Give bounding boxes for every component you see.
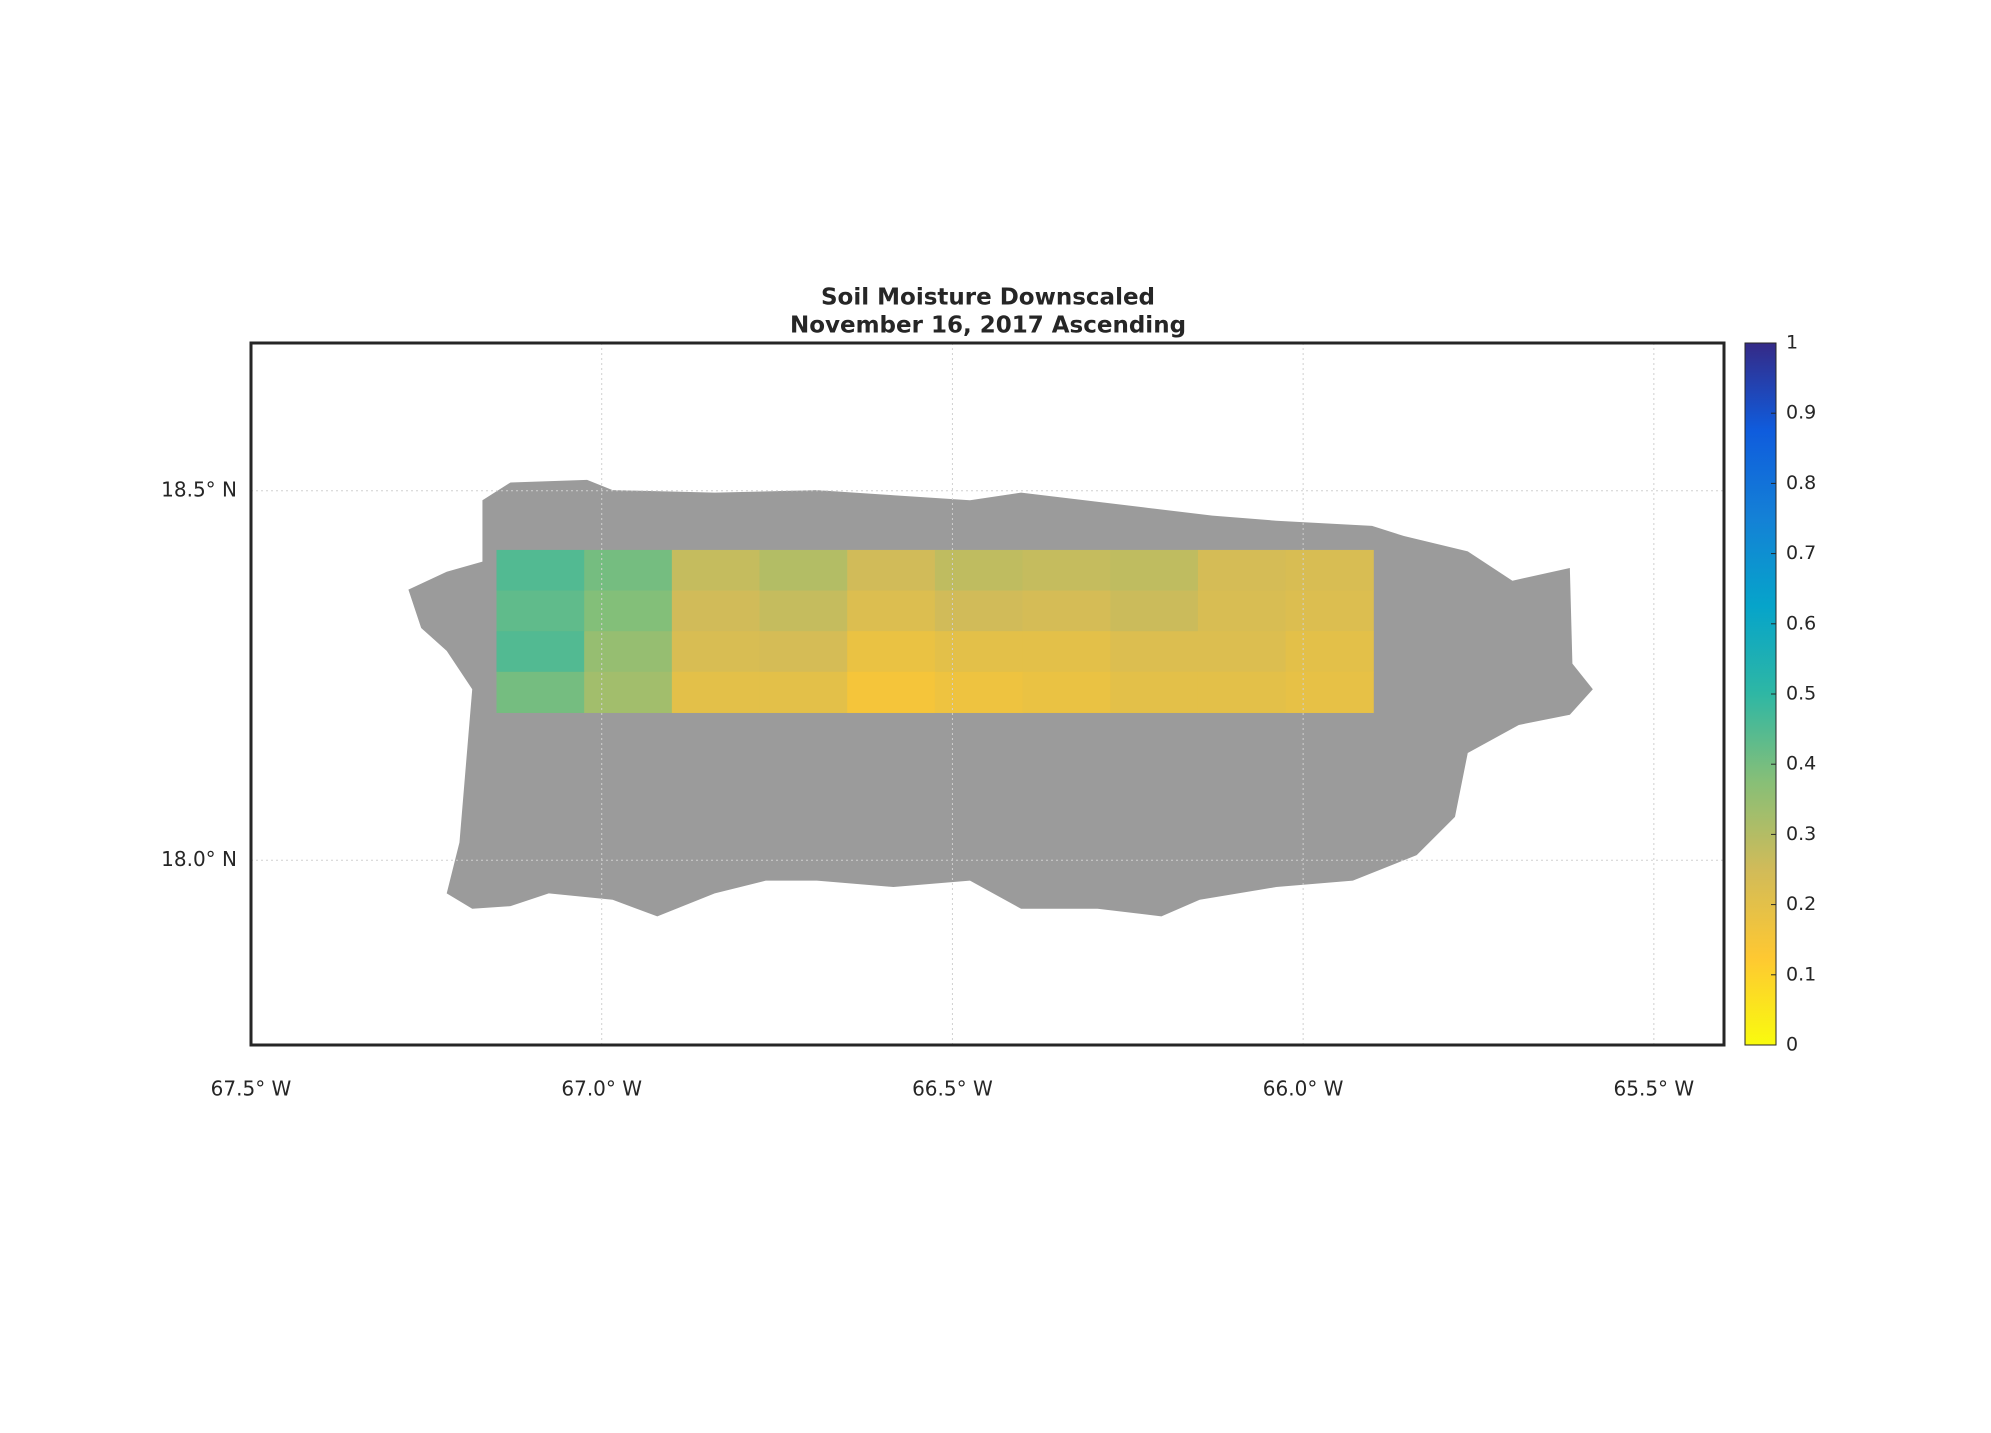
y-tick-label: 18.0° N (161, 847, 237, 871)
x-tick-label: 66.5° W (912, 1077, 993, 1101)
moisture-cell (496, 549, 585, 592)
moisture-cell (1110, 671, 1199, 713)
x-tick-label: 65.5° W (1614, 1077, 1695, 1101)
moisture-cell (584, 631, 673, 673)
colorbar-tick-label: 0.4 (1786, 753, 1816, 775)
colorbar (1744, 342, 1777, 1046)
colorbar-tick-label: 0.8 (1786, 472, 1816, 494)
moisture-cell (584, 671, 673, 713)
colorbar-tick-label: 0 (1786, 1034, 1798, 1056)
x-tick-label: 67.0° W (561, 1077, 642, 1101)
colorbar-tick-label: 0.3 (1786, 823, 1816, 845)
title-line: Soil Moisture Downscaled (821, 285, 1155, 311)
colorbar-tick-label: 1 (1786, 332, 1798, 354)
moisture-cell (1285, 631, 1374, 673)
moisture-cell (1197, 631, 1287, 673)
moisture-cell (1285, 671, 1374, 713)
moisture-cell (1197, 590, 1287, 632)
moisture-cell (847, 631, 936, 673)
moisture-cell (1285, 590, 1374, 632)
moisture-cell (496, 631, 585, 673)
moisture-cell (1285, 549, 1374, 592)
moisture-cell (847, 671, 936, 713)
moisture-cell (671, 631, 761, 673)
title-line: November 16, 2017 Ascending (790, 313, 1186, 339)
moisture-cell (934, 590, 1024, 632)
moisture-cell (1022, 549, 1111, 592)
moisture-cell (1197, 549, 1287, 592)
moisture-cell (1022, 590, 1111, 632)
axes-frame (249, 341, 1726, 1047)
moisture-cell (1022, 631, 1111, 673)
colorbar-tick-label: 0.6 (1786, 612, 1816, 634)
colorbar-tick-label: 0.9 (1786, 402, 1816, 424)
colorbar-tick-label: 0.2 (1786, 893, 1816, 915)
colorbar-tick-label: 0.7 (1786, 542, 1816, 564)
moisture-cell (759, 590, 848, 632)
moisture-cell (759, 631, 848, 673)
y-tick-label: 18.5° N (161, 477, 237, 501)
moisture-cell (671, 671, 761, 713)
moisture-cell (584, 549, 673, 592)
moisture-cell (1110, 590, 1199, 632)
moisture-cell (847, 549, 936, 592)
moisture-cell (934, 631, 1024, 673)
x-tick-label: 66.0° W (1263, 1077, 1344, 1101)
moisture-cell (759, 671, 848, 713)
moisture-cell (496, 671, 585, 713)
moisture-cell (847, 590, 936, 632)
moisture-cell (671, 549, 761, 592)
moisture-cell (1197, 671, 1287, 713)
moisture-cell (759, 549, 848, 592)
moisture-cell (584, 590, 673, 632)
colorbar-tick-label: 0.5 (1786, 683, 1816, 705)
moisture-cell (671, 590, 761, 632)
moisture-cell (1110, 549, 1199, 592)
x-tick-label: 67.5° W (211, 1077, 292, 1101)
moisture-cell (934, 671, 1024, 713)
moisture-cell (496, 590, 585, 632)
moisture-cell (1022, 671, 1111, 713)
moisture-cell (934, 549, 1024, 592)
colorbar-tick-label: 0.1 (1786, 963, 1816, 985)
moisture-cell (1110, 631, 1199, 673)
